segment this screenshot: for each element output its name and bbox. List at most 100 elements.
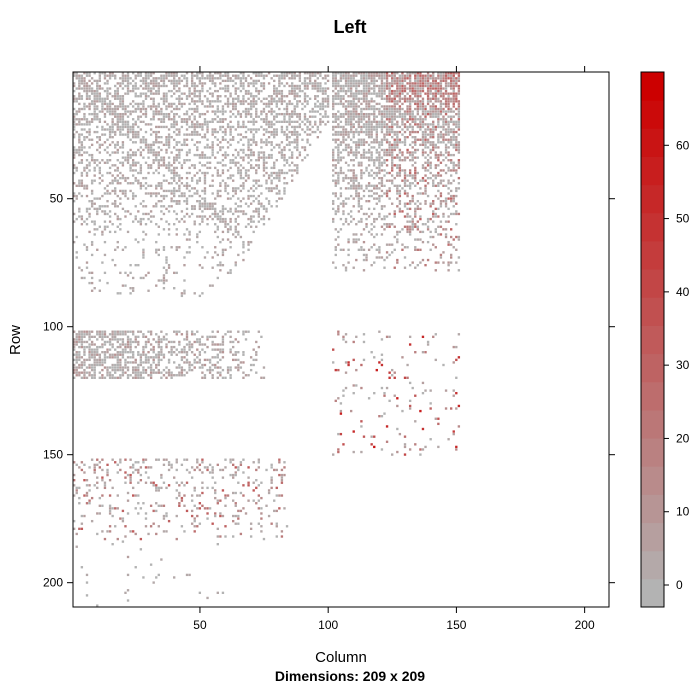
heatmap-cell (414, 115, 417, 118)
heatmap-cell (224, 79, 227, 83)
heatmap-cell (170, 169, 173, 172)
heatmap-cell (332, 120, 335, 123)
heatmap-cell (257, 115, 261, 118)
heatmap-cell (75, 351, 78, 354)
heatmap-cell (398, 156, 402, 159)
heatmap-cell (408, 159, 412, 162)
heatmap-cell (242, 330, 245, 333)
heatmap-cell (183, 141, 186, 144)
heatmap-cell (439, 205, 443, 208)
heatmap-cell (432, 77, 435, 80)
heatmap-cell (124, 110, 127, 113)
heatmap-cell (229, 228, 232, 231)
heatmap-cell (249, 92, 253, 95)
heatmap-cell (203, 363, 207, 367)
heatmap-cell (406, 125, 409, 129)
heatmap-cell (401, 210, 404, 213)
heatmap-cell (375, 166, 378, 170)
heatmap-cell (357, 210, 361, 213)
heatmap-cell (408, 187, 412, 190)
heatmap-cell (337, 148, 340, 152)
heatmap-cell (152, 368, 155, 372)
heatmap-cell (201, 128, 204, 131)
heatmap-cell (98, 161, 102, 164)
heatmap-cell (370, 105, 373, 108)
heatmap-cell (408, 153, 412, 157)
heatmap-cell (96, 84, 99, 88)
heatmap-cell (183, 348, 186, 351)
heatmap-cell (265, 156, 268, 159)
heatmap-cell (147, 192, 150, 195)
heatmap-cell (437, 207, 440, 211)
heatmap-cell (416, 87, 420, 90)
heatmap-cell (216, 89, 219, 93)
heatmap-cell (437, 84, 440, 88)
heatmap-cell (78, 153, 81, 157)
heatmap-cell (442, 74, 445, 77)
heatmap-cell (393, 215, 396, 218)
heatmap-cell (178, 343, 181, 346)
heatmap-cell (106, 356, 109, 359)
heatmap-cell (437, 77, 440, 80)
heatmap-cell (96, 330, 99, 333)
heatmap-cell (116, 205, 119, 208)
heatmap-cell (249, 194, 253, 198)
heatmap-cell (421, 176, 425, 180)
heatmap-cell (273, 136, 276, 139)
heatmap-cell (193, 102, 196, 106)
heatmap-cell (165, 95, 168, 98)
heatmap-cell (193, 89, 196, 93)
heatmap-cell (152, 77, 155, 80)
heatmap-cell (237, 330, 240, 333)
heatmap-cell (406, 148, 409, 152)
heatmap-cell (75, 338, 78, 341)
heatmap-cell (90, 100, 94, 103)
heatmap-cell (432, 123, 435, 126)
heatmap-cell (142, 199, 145, 203)
heatmap-cell (357, 161, 361, 164)
heatmap-cell (101, 179, 104, 182)
heatmap-cell (88, 271, 91, 275)
heatmap-cell (152, 205, 155, 208)
heatmap-cell (137, 366, 140, 369)
heatmap-cell (149, 330, 153, 333)
heatmap-cell (288, 156, 291, 159)
heatmap-cell (137, 130, 140, 134)
heatmap-cell (255, 169, 258, 172)
heatmap-cell (211, 212, 214, 216)
heatmap-cell (193, 207, 196, 211)
heatmap-cell (355, 233, 358, 236)
heatmap-cell (126, 356, 130, 359)
heatmap-cell (185, 202, 189, 205)
heatmap-cell (255, 164, 258, 167)
heatmap-cell (298, 87, 302, 90)
heatmap-cell (401, 87, 404, 90)
heatmap-cell (432, 179, 435, 182)
heatmap-cell (257, 166, 261, 170)
heatmap-cell (257, 97, 261, 100)
heatmap-cell (385, 115, 389, 118)
heatmap-cell (252, 128, 255, 131)
heatmap-cell (255, 89, 258, 93)
heatmap-cell (365, 77, 368, 80)
heatmap-cell (108, 356, 112, 359)
heatmap-cell (142, 248, 145, 251)
heatmap-cell (391, 146, 394, 149)
heatmap-cell (142, 105, 145, 108)
heatmap-cell (447, 74, 450, 77)
heatmap-cell (306, 138, 309, 141)
heatmap-cell (385, 171, 389, 175)
heatmap-cell (370, 77, 373, 80)
heatmap-cell (452, 133, 455, 136)
heatmap-cell (355, 184, 358, 187)
heatmap-cell (355, 130, 358, 134)
heatmap-cell (342, 156, 345, 159)
heatmap-cell (114, 123, 117, 126)
heatmap-cell (434, 164, 437, 167)
heatmap-cell (401, 243, 404, 246)
heatmap-cell (88, 74, 91, 77)
heatmap-cell (116, 105, 119, 108)
heatmap-cell (378, 194, 381, 198)
heatmap-cell (385, 118, 389, 121)
heatmap-cell (388, 110, 391, 113)
